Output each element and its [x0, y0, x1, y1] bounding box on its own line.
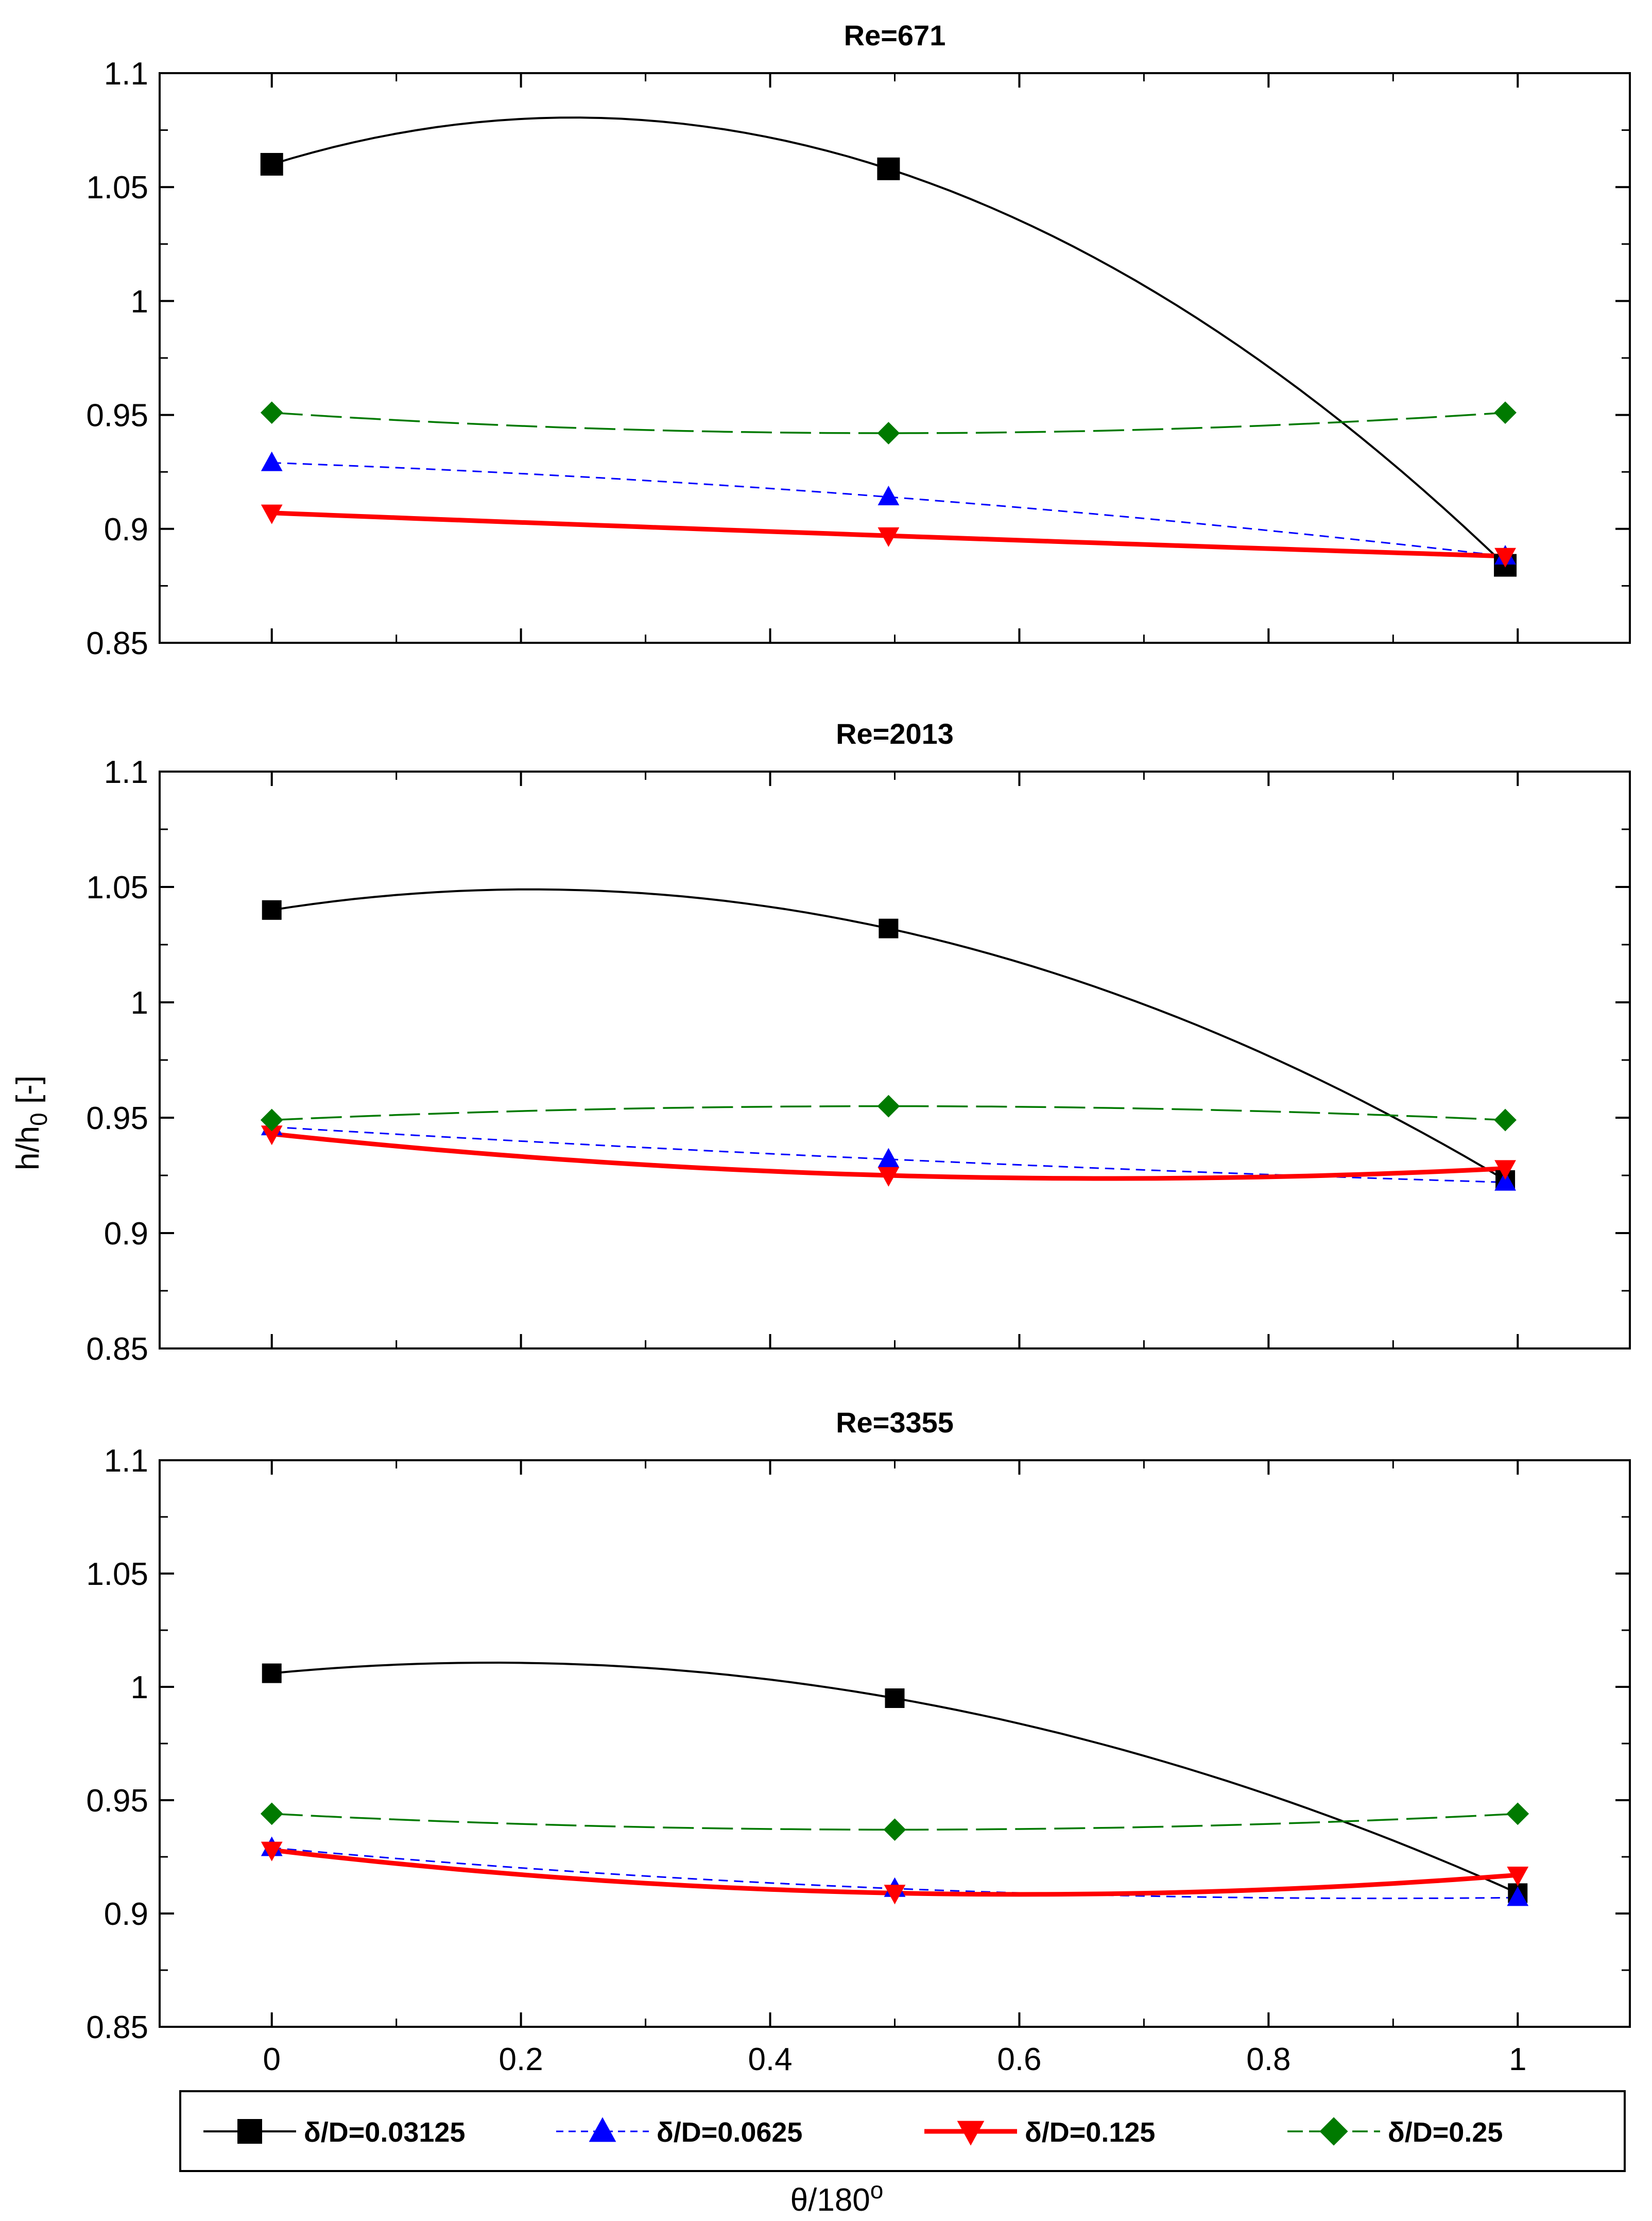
series-line [271, 1813, 1518, 1831]
series-line [271, 1126, 1506, 1183]
y-tick-label: 0.95 [86, 398, 148, 434]
data-point [262, 900, 282, 920]
data-point [877, 486, 900, 506]
y-axis-label: h/h0 [-] [10, 1075, 52, 1170]
data-point [877, 1095, 900, 1118]
y-tick-label: 0.95 [86, 1101, 148, 1136]
chart-panel-1: Re=671 0.85 0.9 0.95 1 1.05 1.1 [86, 19, 1631, 661]
chart-panel-3: Re=3355 0.85 0.9 0.95 1 1.05 1.1 0 0.2 0.4 0.6 0.8 1 [86, 1406, 1631, 2077]
data-point [260, 401, 283, 424]
legend-frame [179, 2090, 1626, 2172]
plot-frame [159, 771, 1631, 1349]
plot-frame [159, 1459, 1631, 2028]
data-point [1494, 1108, 1517, 1132]
legend-label: δ/D=0.25 [1388, 2117, 1503, 2148]
legend-label: δ/D=0.125 [1025, 2117, 1155, 2148]
x-tick-label: 0 [263, 2042, 281, 2077]
y-tick-label: 0.85 [86, 626, 148, 661]
data-point [1494, 401, 1517, 424]
y-tick-label: 1.05 [86, 1557, 148, 1592]
y-tick-label: 0.9 [104, 1897, 148, 1932]
x-tick-label: 0.6 [997, 2042, 1041, 2077]
data-point [1506, 1802, 1529, 1825]
x-tick-label: 1 [1509, 2042, 1526, 2077]
data-point [260, 152, 283, 176]
data-point [260, 1802, 283, 1825]
y-tick-label: 0.95 [86, 1783, 148, 1819]
chart-panel-2: Re=2013 0.85 0.9 0.95 1 1.05 1.1 [86, 717, 1631, 1367]
data-point [1507, 1867, 1529, 1887]
y-tick-label: 1.05 [86, 870, 148, 906]
chart-title: Re=2013 [836, 717, 954, 750]
legend: δ/D=0.03125 δ/D=0.0625 δ/D=0.125 δ/D=0.25 [179, 2090, 1626, 2172]
y-tick-label: 0.9 [104, 1216, 148, 1252]
legend-marker [237, 2119, 262, 2144]
y-tick-label: 1.1 [104, 1443, 148, 1479]
data-point [877, 422, 900, 445]
y-tick-label: 1.1 [104, 56, 148, 92]
y-tick-label: 1.05 [86, 170, 148, 206]
data-point [1507, 1886, 1529, 1906]
y-tick-label: 1.1 [104, 755, 148, 790]
data-point [262, 1663, 282, 1683]
y-tick-label: 1 [131, 284, 148, 319]
y-tick-label: 0.85 [86, 2010, 148, 2045]
y-tick-label: 0.9 [104, 512, 148, 548]
y-tick-label: 1 [131, 985, 148, 1021]
data-point [877, 1167, 900, 1187]
legend-marker [957, 2121, 985, 2146]
legend-label: δ/D=0.0625 [657, 2117, 802, 2148]
data-point [261, 1841, 283, 1861]
data-point [1494, 548, 1516, 568]
legend-marker [589, 2117, 616, 2142]
series-line [271, 462, 1506, 557]
chart-title: Re=3355 [836, 1406, 954, 1439]
legend-label: δ/D=0.03125 [304, 2117, 465, 2148]
x-axis-label: θ/180o [790, 2177, 884, 2218]
data-point [1494, 1171, 1516, 1191]
data-point [884, 1885, 906, 1905]
data-point [885, 1688, 905, 1708]
data-point [261, 451, 283, 471]
data-point [260, 1108, 283, 1132]
data-point [877, 527, 900, 547]
data-point [1494, 1160, 1516, 1180]
data-point [883, 1818, 906, 1841]
y-tick-label: 0.85 [86, 1331, 148, 1367]
x-tick-label: 0.4 [748, 2042, 792, 2077]
chart-title: Re=671 [844, 19, 946, 52]
data-point [877, 157, 900, 180]
data-point [261, 1125, 283, 1146]
y-tick-label: 1 [131, 1670, 148, 1705]
data-point [877, 1148, 900, 1168]
legend-marker [1319, 2117, 1348, 2146]
data-point [879, 918, 899, 938]
data-point [261, 504, 283, 524]
x-tick-label: 0.2 [499, 2042, 543, 2077]
x-tick-label: 0.8 [1246, 2042, 1290, 2077]
